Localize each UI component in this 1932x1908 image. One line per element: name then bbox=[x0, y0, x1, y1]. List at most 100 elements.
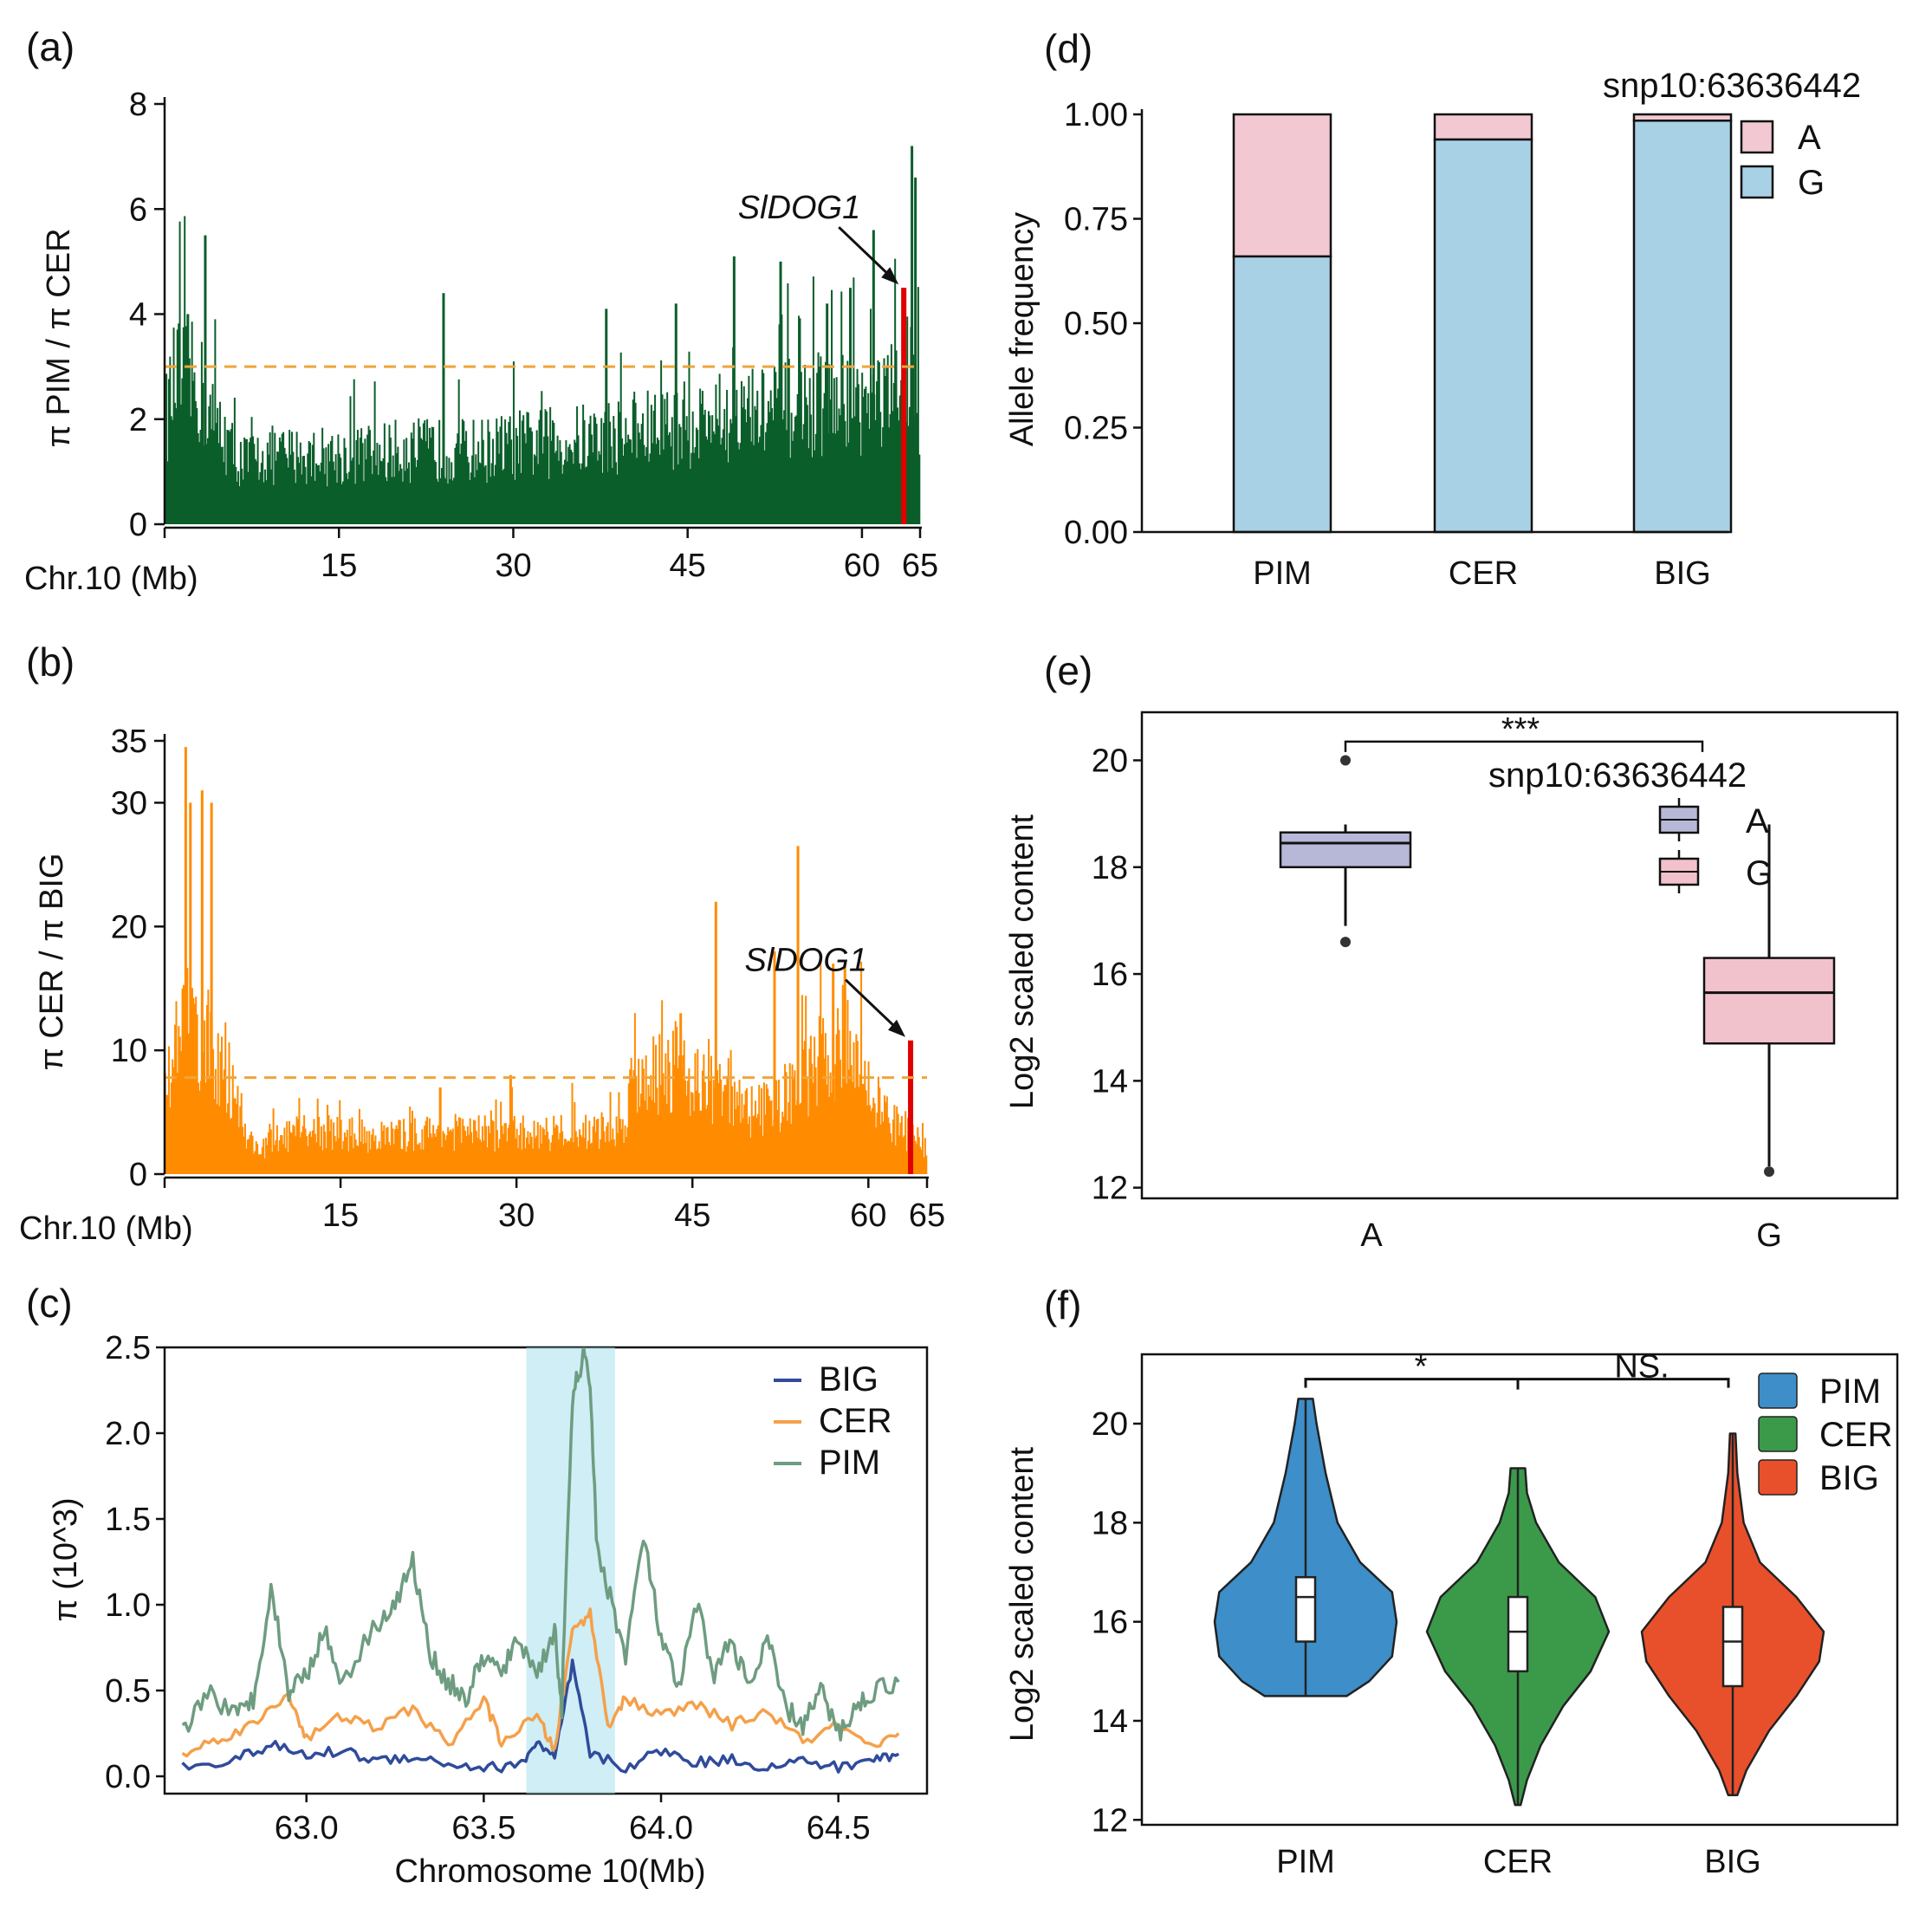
b-plot-bar bbox=[406, 1146, 409, 1174]
a-plot-bar bbox=[404, 471, 406, 524]
a-plot-bar bbox=[505, 432, 508, 524]
a-plot-bar bbox=[755, 410, 757, 524]
b-plot-bar bbox=[225, 1113, 228, 1174]
b-plot-bar bbox=[693, 1111, 696, 1174]
b-plot-bar bbox=[182, 984, 185, 1174]
b-plot-bar bbox=[366, 1152, 369, 1174]
b-plot-bar bbox=[336, 1117, 339, 1174]
b-plot-bar bbox=[580, 1134, 582, 1174]
a-plot-bar bbox=[170, 416, 172, 524]
d-legend-swatch-a bbox=[1740, 120, 1774, 154]
a-plot-bar bbox=[745, 422, 748, 524]
d-ytick-label: 0.00 bbox=[1064, 515, 1128, 551]
a-plot-bar bbox=[415, 467, 418, 524]
b-plot-bar bbox=[577, 1146, 580, 1174]
a-plot-bar bbox=[879, 412, 882, 524]
b-plot-bar bbox=[475, 1131, 477, 1174]
b-plot-bar bbox=[172, 1067, 175, 1174]
b-plot-bar bbox=[747, 1123, 749, 1174]
a-plot-bar bbox=[759, 437, 762, 524]
b-plot-bar bbox=[826, 1084, 828, 1174]
b-plot-bar bbox=[923, 1157, 925, 1174]
a-plot-bar bbox=[282, 432, 285, 524]
b-plot-bar bbox=[167, 1046, 170, 1174]
b-plot-bar bbox=[580, 1137, 583, 1174]
b-plot-bar bbox=[776, 1110, 779, 1174]
b-plot-bar bbox=[316, 1098, 319, 1174]
b-plot-bar bbox=[762, 1135, 764, 1174]
b-plot-bar bbox=[180, 1051, 183, 1174]
b-plot-bar bbox=[517, 1147, 520, 1174]
a-plot-bar bbox=[582, 404, 585, 524]
b-plot-bar bbox=[710, 1055, 712, 1174]
a-plot-bar bbox=[489, 477, 492, 524]
b-plot-bar bbox=[670, 1113, 672, 1174]
a-plot-bar bbox=[799, 318, 801, 524]
b-plot-bar bbox=[759, 1125, 762, 1174]
a-plot-bar bbox=[673, 394, 676, 524]
a-plot-bar bbox=[270, 469, 273, 524]
a-plot-bar bbox=[838, 408, 840, 524]
b-plot-bar bbox=[592, 1126, 594, 1174]
a-plot-bar bbox=[851, 418, 853, 524]
b-plot-bar bbox=[309, 1131, 312, 1174]
b-plot-bar bbox=[914, 1140, 917, 1174]
a-plot-bar bbox=[882, 427, 885, 524]
a-plot-bar bbox=[427, 448, 430, 524]
b-plot-bar bbox=[594, 1132, 597, 1174]
b-plot-bar bbox=[464, 1130, 467, 1174]
b-plot-bar bbox=[567, 1140, 570, 1174]
a-plot-bar bbox=[531, 431, 534, 524]
e-ytick-label: 14 bbox=[1092, 1063, 1128, 1100]
f-box-cer bbox=[1507, 1595, 1529, 1673]
a-plot-bar bbox=[589, 415, 592, 524]
b-plot-bar bbox=[466, 1126, 469, 1174]
b-plot-bar bbox=[267, 1132, 269, 1174]
b-plot-bar bbox=[731, 1086, 734, 1174]
a-plot-bar bbox=[478, 462, 481, 524]
b-plot-bar bbox=[859, 1074, 861, 1174]
b-plot-bar bbox=[823, 1058, 826, 1174]
a-plot-bar bbox=[652, 410, 655, 524]
a-plot-bar bbox=[583, 419, 586, 524]
a-plot-bar bbox=[790, 412, 793, 524]
a-plot-bar bbox=[532, 474, 535, 524]
b-plot-bar bbox=[588, 1120, 591, 1174]
b-plot-bar bbox=[460, 1143, 463, 1174]
a-plot-bar bbox=[906, 316, 909, 524]
a-plot-bar bbox=[678, 424, 681, 524]
f-legend-swatch-big bbox=[1758, 1459, 1798, 1496]
panel-e-label: (e) bbox=[1044, 648, 1092, 693]
b-plot-bar bbox=[477, 1115, 480, 1174]
b-plot-xtick-label: 15 bbox=[322, 1197, 359, 1234]
b-plot-spike bbox=[796, 846, 800, 1174]
a-plot-bar bbox=[757, 442, 760, 524]
b-plot-bar bbox=[557, 1139, 560, 1174]
b-plot-bar bbox=[868, 1105, 872, 1174]
a-plot-spike bbox=[186, 314, 190, 524]
a-plot-bar bbox=[796, 393, 799, 524]
a-plot-bar bbox=[516, 435, 519, 524]
a-plot-bar bbox=[366, 434, 369, 524]
b-plot-bar bbox=[597, 1118, 600, 1174]
a-plot-bar bbox=[835, 377, 838, 524]
b-plot-bar bbox=[214, 1068, 217, 1174]
a-plot-bar bbox=[405, 438, 408, 524]
b-plot-bar bbox=[536, 1121, 539, 1174]
d-ytick-label: 1.00 bbox=[1064, 97, 1128, 133]
a-plot-bar bbox=[768, 412, 771, 524]
b-plot-bar bbox=[812, 1082, 814, 1174]
a-plot-bar bbox=[689, 469, 691, 524]
b-plot-bar bbox=[820, 1034, 823, 1174]
b-plot-bar bbox=[604, 1142, 606, 1174]
b-plot-bar bbox=[703, 1081, 706, 1174]
b-plot-bar bbox=[522, 1115, 524, 1174]
a-plot-bar bbox=[229, 432, 231, 524]
a-plot-bar bbox=[555, 451, 558, 524]
panel-c-plot: 0.0 0.5 1.0 1.5 2.0 2.5 63.0 63.5 64.0 64.5 BIGCER… bbox=[105, 1330, 929, 1846]
a-plot-bar bbox=[283, 447, 286, 524]
d-ytick-label: 0.50 bbox=[1064, 306, 1128, 342]
f-significance-label-2: NS. bbox=[1614, 1349, 1669, 1386]
b-plot-bar bbox=[240, 1093, 243, 1174]
b-plot-bar bbox=[315, 1142, 318, 1174]
